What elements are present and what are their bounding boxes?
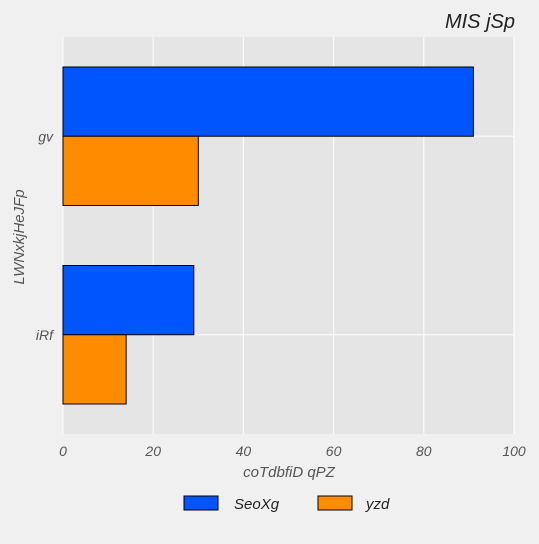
bar-seoxg-gv (62, 66, 474, 137)
legend: SeoXg yzd (183, 495, 390, 513)
bar-yzd-gv (62, 135, 199, 206)
y-tick-label-gv: gv (38, 128, 54, 144)
legend-label-yzd: yzd (365, 496, 390, 513)
y-axis-label: LWNxkjHeJFp (11, 189, 28, 284)
y-tick-label-irf: iRf (36, 327, 55, 343)
bars (62, 66, 474, 405)
x-tick-label: 60 (326, 443, 342, 459)
tick-labels: 0 20 40 60 80 100 gv iRf (36, 128, 526, 459)
x-tick-label: 20 (144, 443, 161, 459)
x-axis-label: coTdbfiD qPZ (243, 464, 336, 481)
bar-seoxg-irf (62, 265, 195, 336)
chart-title: MIS jSp (445, 11, 515, 33)
bar-yzd-irf (62, 334, 127, 405)
legend-label-seoxg: SeoXg (234, 496, 280, 513)
legend-swatch-yzd (317, 495, 353, 511)
x-tick-label: 80 (416, 443, 432, 459)
legend-swatch-seoxg (183, 495, 219, 511)
x-tick-label: 0 (59, 443, 67, 459)
x-tick-label: 40 (236, 443, 252, 459)
x-tick-label: 100 (502, 443, 526, 459)
